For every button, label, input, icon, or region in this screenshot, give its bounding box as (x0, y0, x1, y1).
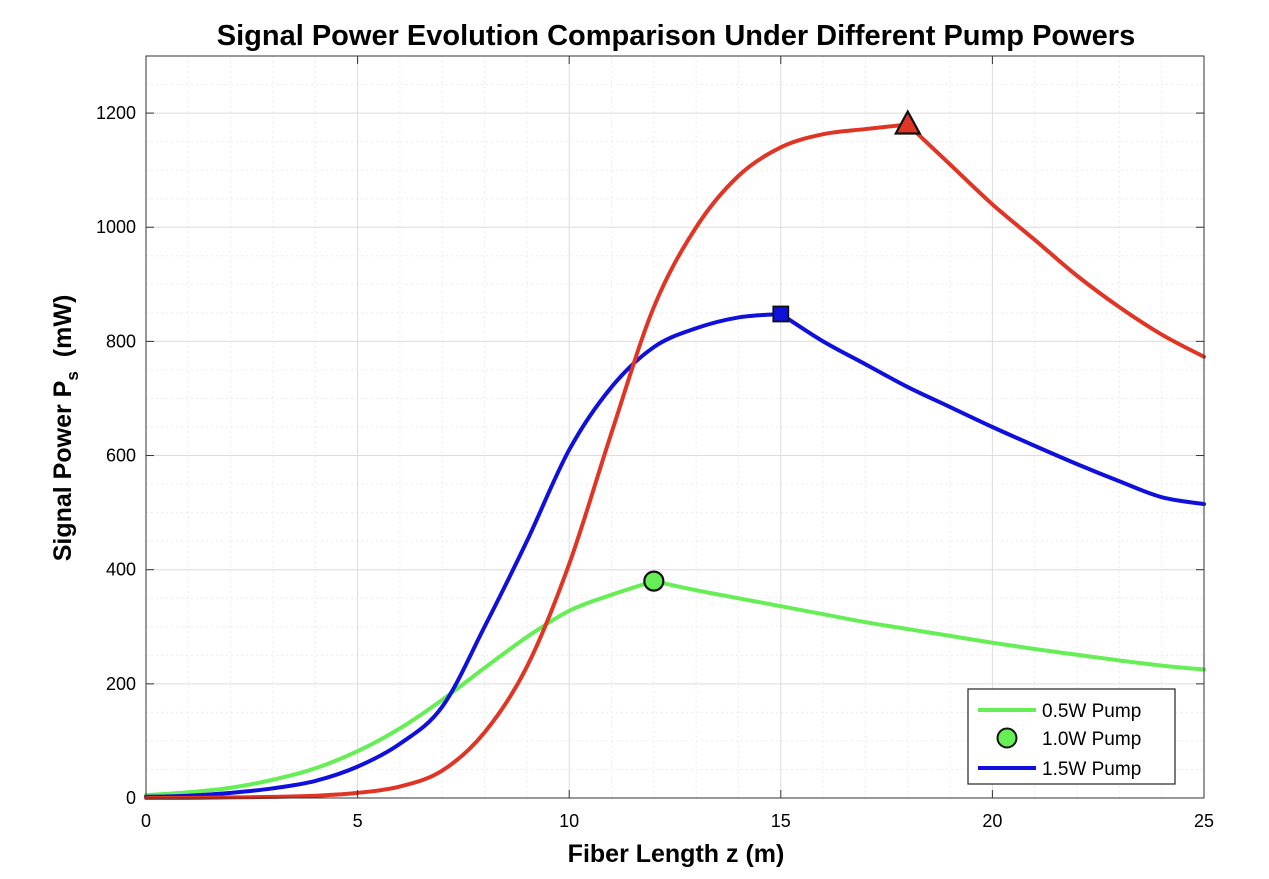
y-tick-label: 1000 (96, 217, 136, 237)
peak-marker-1-5w-pump (772, 305, 790, 323)
y-axis-label: Signal Power Ps (mW) (49, 295, 82, 562)
ticks: 0 5 10 15 20 25 0 200 400 600 800 1000 1200 (96, 56, 1214, 831)
series-line-1-5w-pump (144, 311, 1206, 799)
peak-marker-2-0w-pump (893, 109, 922, 135)
x-tick-label: 15 (771, 811, 791, 831)
series-line-2-0w-pump (144, 122, 1206, 801)
legend-entry-0: 0.5W Pump (978, 701, 1141, 722)
legend-entry-1: 1.0W Pump (996, 727, 1141, 750)
legend: 0.5W Pump 1.0W Pump 1.5W Pump (967, 688, 1176, 785)
y-axis-label-unit: (mW) (49, 295, 77, 357)
y-axis-label-main: Signal Power P (49, 381, 77, 562)
legend-label-0: 0.5W Pump (1042, 701, 1141, 722)
legend-swatch-1 (996, 727, 1018, 749)
y-tick-label: 1200 (96, 103, 136, 123)
x-tick-label: 0 (141, 811, 151, 831)
legend-label-2: 1.5W Pump (1042, 759, 1141, 780)
y-axis-label-subscript: s (63, 371, 82, 380)
x-tick-label: 10 (559, 811, 579, 831)
y-tick-label: 400 (106, 560, 136, 580)
x-tick-label: 5 (353, 811, 363, 831)
plot-frame (145, 55, 1205, 799)
grid (145, 55, 1205, 799)
peak-marker-0-5w-pump (643, 570, 665, 592)
y-tick-label: 200 (106, 674, 136, 694)
series-layer (144, 122, 1206, 801)
legend-entry-2: 1.5W Pump (978, 759, 1141, 780)
x-tick-label: 20 (982, 811, 1002, 831)
chart-title: Signal Power Evolution Comparison Under … (217, 20, 1135, 52)
y-tick-label: 600 (106, 446, 136, 466)
x-tick-label: 25 (1194, 811, 1214, 831)
legend-label-1: 1.0W Pump (1042, 729, 1141, 750)
peak-markers (643, 109, 922, 592)
y-tick-label: 800 (106, 331, 136, 351)
series-line-0-5w-pump (144, 579, 1206, 798)
x-axis-label: Fiber Length z (m) (568, 840, 785, 868)
y-tick-label: 0 (126, 788, 136, 808)
